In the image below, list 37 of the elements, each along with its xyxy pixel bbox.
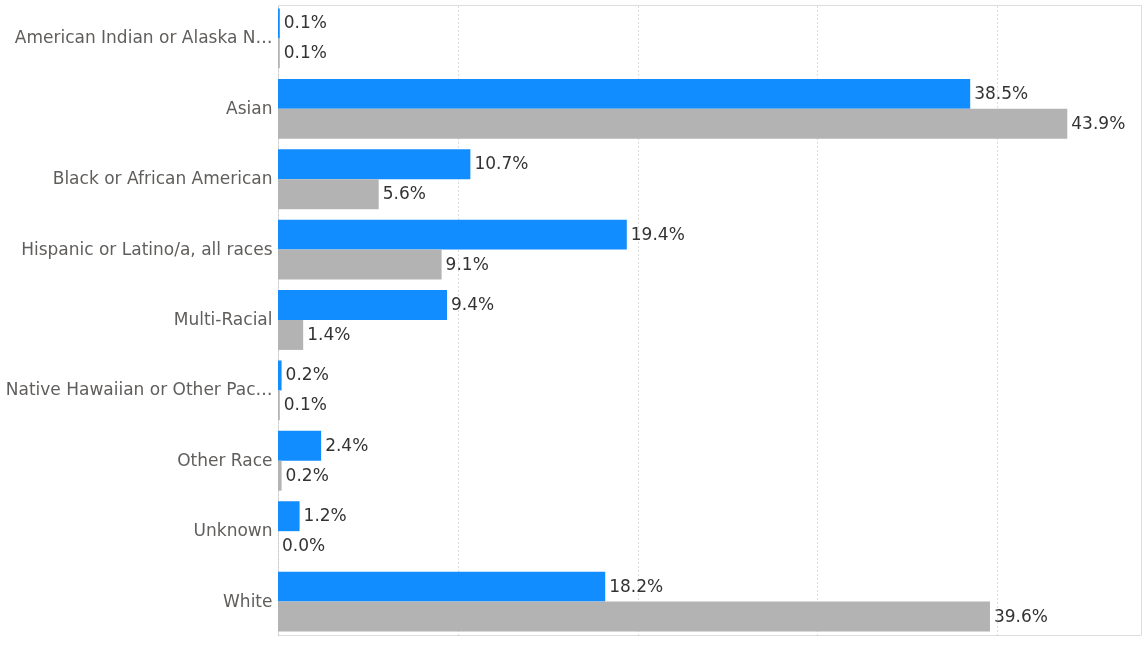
data-label: 0.1% [283,42,327,63]
data-label: 0.2% [285,464,329,485]
bar [278,179,379,210]
data-label: 5.6% [382,183,426,204]
data-label: 0.1% [283,394,327,415]
bar [278,290,447,320]
y-tick-label: Native Hawaiian or Other Pac… [5,379,273,400]
y-tick-label: Black or African American [52,168,273,189]
bar [278,571,606,602]
data-label: 19.4% [630,223,685,244]
data-label: 9.4% [451,294,495,315]
data-label: 39.6% [993,605,1048,626]
y-tick-label: Other Race [177,449,273,470]
data-label: 0.0% [282,535,326,556]
bar [278,360,282,391]
data-label: 0.2% [285,364,329,385]
y-tick-label: Multi-Racial [173,309,273,329]
data-label: 43.9% [1071,112,1126,133]
y-tick-label: Hispanic or Latino/a, all races [21,238,273,259]
y-tick-label: White [223,590,273,611]
bar [278,149,471,180]
data-label: 10.7% [474,153,529,174]
data-label: 9.1% [445,253,489,274]
bar [278,430,322,461]
bar [278,78,971,109]
data-label: 38.5% [974,82,1029,103]
data-label: 0.1% [283,12,327,33]
y-tick-label: American Indian or Alaska N… [14,27,273,48]
bar [278,249,442,280]
data-label: 1.4% [307,323,351,344]
data-label: 18.2% [609,575,664,596]
data-label: 1.2% [303,505,347,526]
y-tick-label: Asian [226,97,273,118]
data-label: 2.4% [325,434,369,455]
bar [278,219,627,250]
bar [278,501,300,532]
y-tick-label: Unknown [193,520,273,541]
